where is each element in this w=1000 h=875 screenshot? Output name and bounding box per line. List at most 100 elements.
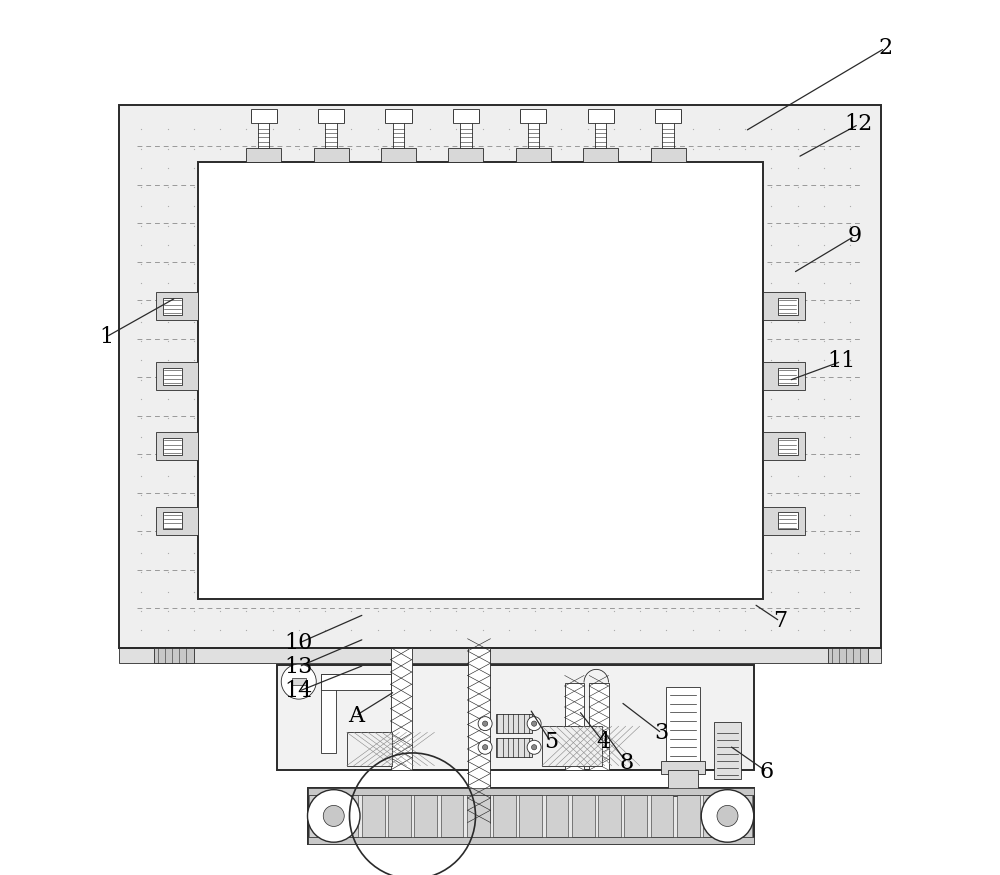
Bar [778, 438, 798, 455]
Bar [828, 648, 868, 663]
Bar [666, 687, 700, 761]
Bar [391, 648, 412, 770]
Bar [677, 794, 700, 837]
Circle shape [717, 805, 738, 826]
Text: 2: 2 [878, 37, 892, 60]
Bar [309, 794, 332, 837]
Circle shape [478, 740, 492, 754]
Bar [595, 122, 606, 148]
Bar [650, 794, 673, 837]
Bar [528, 122, 539, 148]
Bar [493, 794, 516, 837]
Circle shape [478, 717, 492, 731]
Text: 8: 8 [620, 752, 634, 774]
Bar [258, 122, 269, 148]
Circle shape [532, 745, 537, 750]
Bar [156, 362, 198, 390]
Bar [318, 108, 344, 123]
Bar [163, 298, 182, 315]
Bar [156, 507, 198, 535]
Text: 14: 14 [285, 680, 313, 703]
Circle shape [701, 789, 754, 842]
Bar [496, 714, 532, 733]
Bar [655, 108, 681, 123]
Bar [778, 512, 798, 529]
Circle shape [482, 721, 488, 726]
Bar [662, 122, 674, 148]
Text: 7: 7 [773, 610, 787, 633]
Bar [546, 794, 568, 837]
Text: 4: 4 [596, 731, 610, 753]
Bar [519, 794, 542, 837]
Bar [308, 788, 754, 844]
Bar [588, 108, 614, 123]
Bar [516, 148, 551, 162]
Bar [308, 837, 754, 844]
Bar [778, 298, 798, 315]
Bar [496, 738, 532, 757]
Text: 13: 13 [285, 655, 313, 678]
Bar [318, 110, 344, 122]
Text: 3: 3 [655, 722, 669, 745]
Bar [763, 362, 804, 390]
Bar [598, 794, 621, 837]
Bar [729, 794, 752, 837]
Bar [277, 665, 754, 770]
Bar [589, 682, 608, 770]
Bar [308, 788, 754, 794]
Bar [588, 110, 614, 122]
Bar [468, 648, 490, 822]
Bar [655, 110, 681, 122]
Bar [624, 794, 647, 837]
Bar [583, 148, 618, 162]
Bar [156, 292, 198, 320]
Bar [163, 512, 182, 529]
Bar [542, 726, 602, 766]
Text: A: A [348, 704, 364, 727]
Bar [347, 732, 392, 766]
Bar [661, 761, 705, 774]
Bar [321, 674, 391, 690]
Bar [198, 162, 763, 599]
Bar [246, 148, 281, 162]
Bar [119, 105, 881, 648]
Bar [251, 108, 277, 123]
Text: 5: 5 [544, 731, 558, 753]
Bar [778, 368, 798, 385]
Bar [163, 438, 182, 455]
Bar [393, 122, 404, 148]
Bar [414, 794, 437, 837]
Text: 6: 6 [760, 760, 774, 783]
Circle shape [281, 664, 316, 699]
Bar [460, 122, 472, 148]
Bar [565, 682, 584, 770]
Text: 12: 12 [845, 113, 873, 136]
Bar [668, 770, 698, 796]
Bar [467, 794, 490, 837]
Bar [763, 292, 804, 320]
Bar [572, 794, 595, 837]
Text: 1: 1 [99, 326, 113, 348]
Circle shape [308, 789, 360, 842]
Bar [448, 148, 483, 162]
Circle shape [527, 717, 541, 731]
Bar [388, 794, 411, 837]
Text: 9: 9 [847, 225, 861, 248]
Bar [763, 432, 804, 460]
Bar [650, 148, 686, 162]
Circle shape [323, 805, 344, 826]
Circle shape [532, 721, 537, 726]
Bar [325, 122, 337, 148]
Bar [119, 648, 881, 663]
Bar [385, 110, 412, 122]
Bar [520, 110, 546, 122]
Bar [520, 108, 546, 123]
Bar [714, 722, 741, 779]
Bar [703, 794, 726, 837]
Bar [292, 678, 306, 685]
Circle shape [527, 740, 541, 754]
Bar [441, 794, 463, 837]
Bar [321, 674, 336, 752]
Bar [381, 148, 416, 162]
Bar [336, 794, 358, 837]
